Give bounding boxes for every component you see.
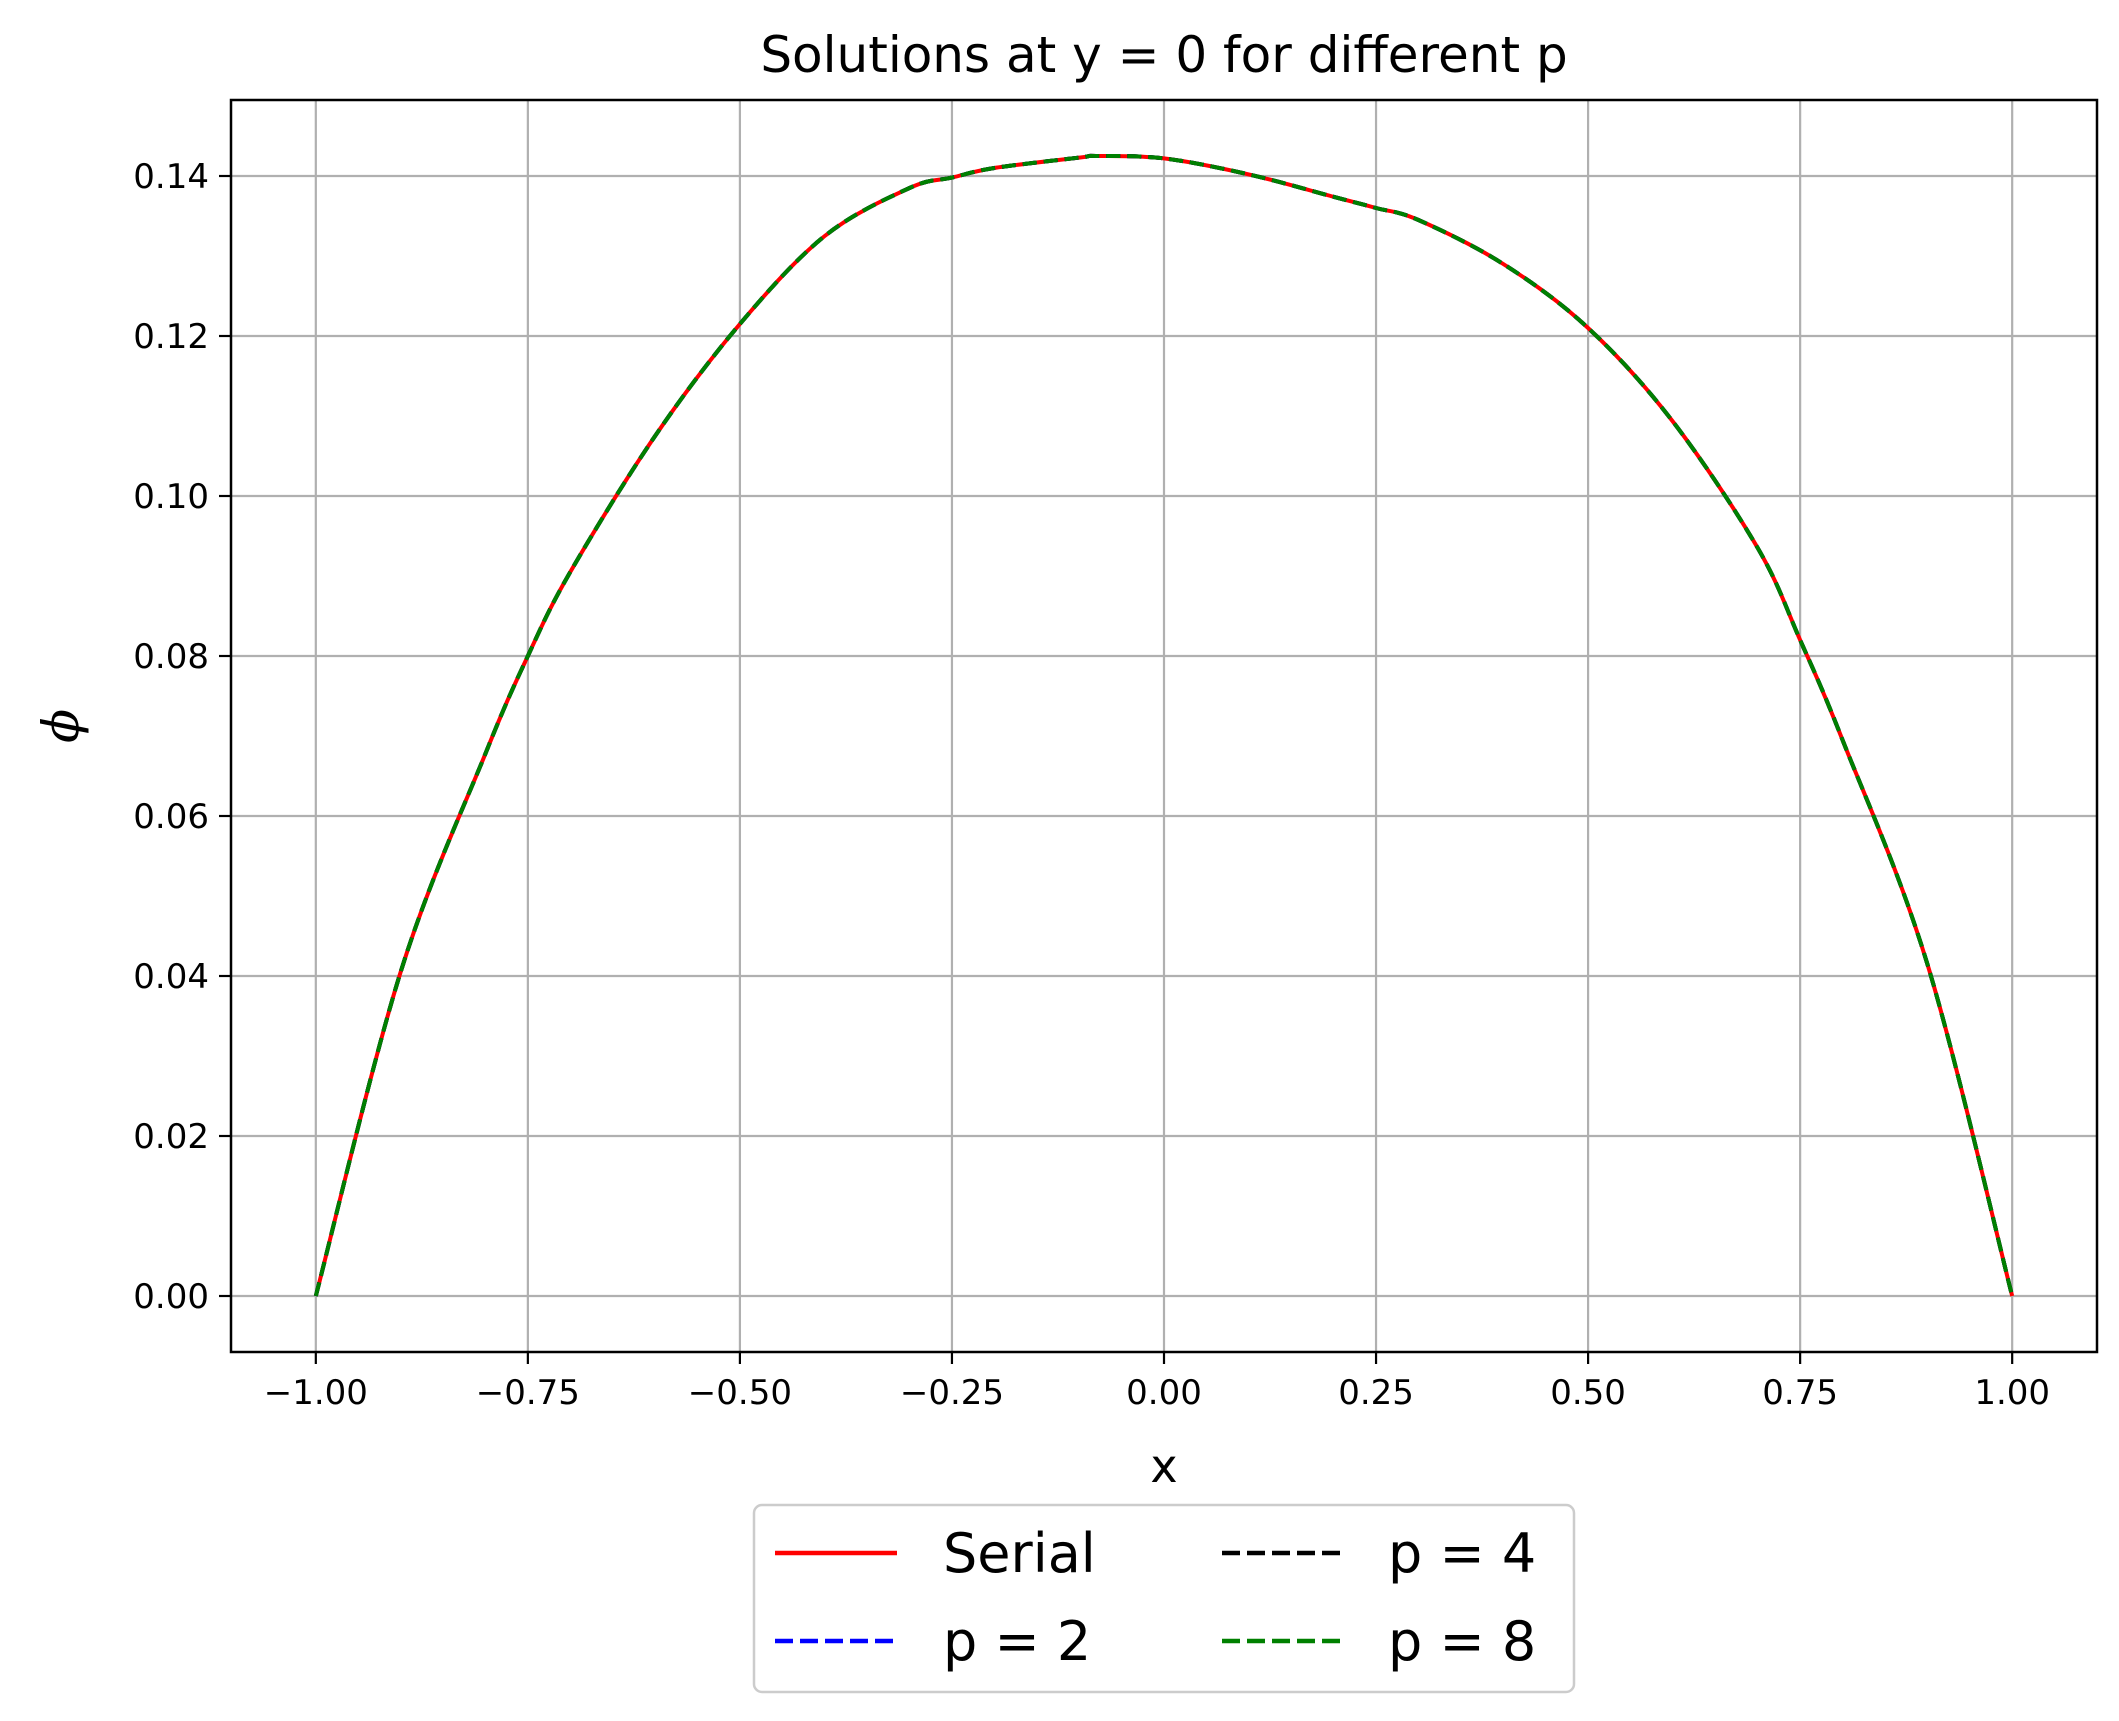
grid: [231, 100, 2097, 1352]
y-tick-label: 0.14: [133, 157, 209, 197]
y-tick-label: 0.12: [133, 317, 209, 357]
y-tick-label: 0.10: [133, 477, 209, 517]
x-tick-label: 1.00: [1974, 1373, 2050, 1413]
series-lines: [313, 153, 2015, 1297]
x-tick-label: 0.25: [1338, 1373, 1414, 1413]
axis-ticks: −1.00 −0.75 −0.50 −0.25 0.00 0.25 0.50 0.75 1.00…: [133, 157, 2050, 1413]
y-tick-label: 0.00: [133, 1277, 209, 1317]
x-tick-label: −0.75: [476, 1373, 580, 1413]
legend-label: p = 8: [1388, 1610, 1536, 1673]
x-tick-label: 0.00: [1126, 1373, 1202, 1413]
x-tick-label: −0.50: [688, 1373, 792, 1413]
x-tick-label: −1.00: [264, 1373, 368, 1413]
y-tick-label: 0.02: [133, 1117, 209, 1157]
y-tick-label: 0.04: [133, 957, 209, 997]
legend-label: p = 4: [1388, 1522, 1536, 1585]
series-line-p-8: [313, 153, 2015, 1297]
legend: Serial p = 2 p = 4 p = 8: [752, 1503, 1576, 1694]
y-axis-title: ϕ: [32, 709, 90, 743]
x-tick-label: 0.75: [1762, 1373, 1838, 1413]
x-tick-label: −0.25: [900, 1373, 1004, 1413]
legend-label: Serial: [943, 1522, 1096, 1585]
y-tick-label: 0.06: [133, 797, 209, 837]
legend-label: p = 2: [943, 1610, 1091, 1673]
legend-box: [752, 1503, 1576, 1694]
chart-title: Solutions at y = 0 for different p: [760, 26, 1567, 84]
y-tick-label: 0.08: [133, 637, 209, 677]
x-tick-label: 0.50: [1550, 1373, 1626, 1413]
x-axis-title: x: [1150, 1439, 1177, 1493]
